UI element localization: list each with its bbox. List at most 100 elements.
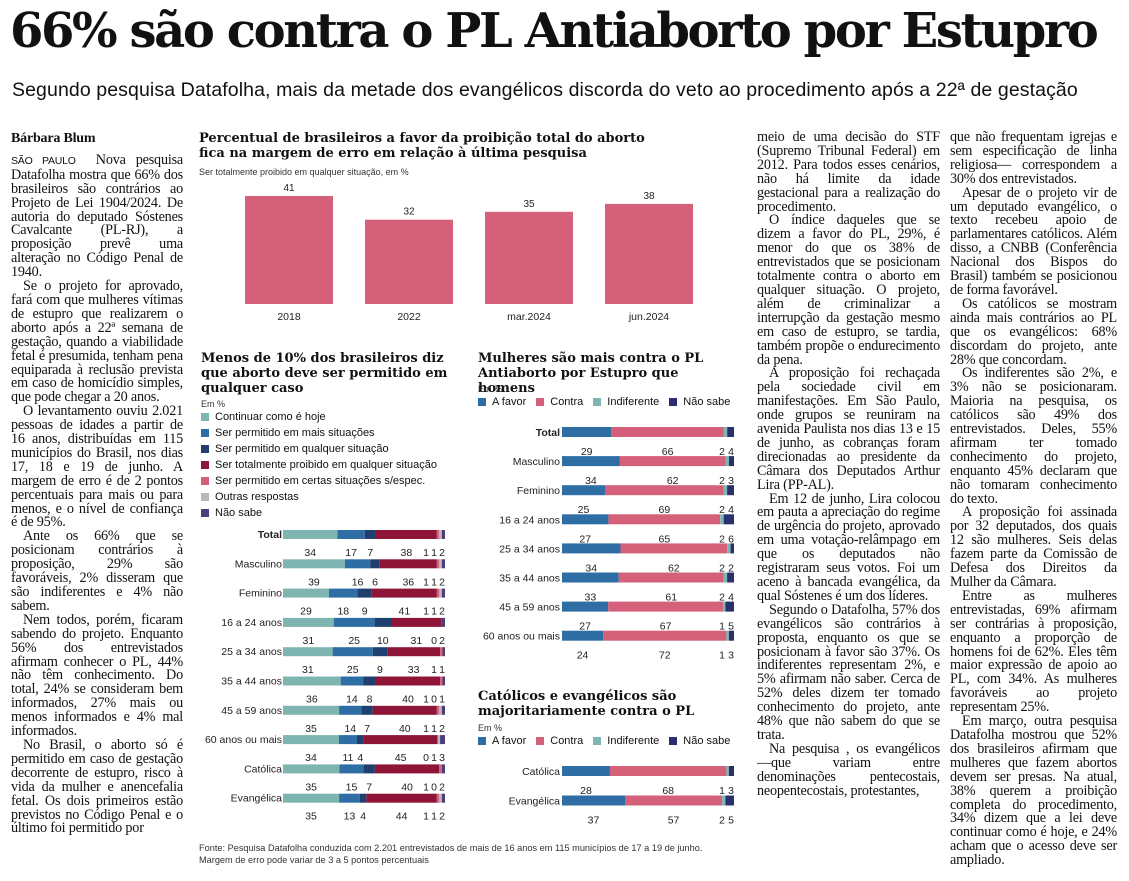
value-label: 57 (668, 815, 680, 827)
value-label: 17 (345, 547, 357, 559)
bar-segment-contra (620, 543, 728, 554)
legend-swatch (478, 398, 486, 406)
value-label: 10 (377, 635, 389, 647)
value-label: 6 (372, 576, 378, 588)
value-label: 65 (658, 533, 670, 545)
paragraph: A proposição foi assinada por 32 deputad… (950, 504, 1117, 590)
bar-segment-outras-respostas (439, 588, 442, 598)
bar-segment-ser-permitido-em-qualquer-situacao (370, 559, 380, 569)
bar-jun-2024 (605, 203, 693, 304)
value-label: 1 (439, 664, 445, 676)
legend-item-indiferente: Indiferente (593, 734, 659, 748)
row-label-16-a-24-anos: 16 a 24 anos (221, 617, 282, 629)
bar-segment-a-favor (562, 456, 620, 467)
row-label-feminino: Feminino (517, 485, 560, 497)
bar-2022 (365, 219, 453, 304)
bar-segment-ser-permitido-em-qualquer-situacao (361, 705, 373, 715)
bar-segment-ser-permitido-em-certas-situacoes-s-espec (440, 647, 443, 657)
value-label: 1 (719, 621, 725, 633)
value-label: 4 (728, 592, 734, 604)
value-label: 33 (408, 664, 420, 676)
headline: 66% são contra o PL Antiaborto por Estup… (10, 3, 1099, 59)
legend-label: Ser totalmente proibido em qualquer situ… (215, 459, 437, 471)
legend-item-continuar-como-e-hoje: Continuar como é hoje (201, 409, 437, 425)
x-tick-label: mar.2024 (507, 311, 551, 323)
value-label: 9 (362, 606, 368, 618)
row-label-total: Total (536, 427, 560, 439)
value-label: 3 (728, 785, 734, 797)
value-label: 25 (578, 504, 590, 516)
value-label: 40 (401, 781, 413, 793)
value-label: 27 (579, 533, 591, 545)
bar-segment-nao-sabe (728, 630, 734, 641)
value-label: 72 (659, 650, 671, 660)
bar-segment-contra (605, 485, 724, 496)
bar-segment-indiferente (723, 572, 728, 583)
bar-segment-indiferente (726, 766, 729, 776)
row-label-masculino: Masculino (513, 456, 560, 468)
legend-swatch (593, 398, 602, 406)
value-label: 15 (346, 781, 358, 793)
bar-segment-ser-permitido-em-qualquer-situacao (357, 735, 364, 745)
legend-item-nao-sabe: Não sabe (669, 734, 730, 748)
paragraph: que não frequentam igrejas e sem especif… (950, 129, 1117, 187)
legend-swatch (669, 398, 678, 406)
chart-title-mulheres: Mulheres são mais contra o PL Antiaborto… (478, 351, 704, 396)
bar-segment-ser-permitido-em-certas-situacoes-s-espec (439, 764, 442, 774)
value-label: 2 (719, 815, 725, 827)
bar-segment-ser-totalmente-proibido-em-qualquer-situacao (372, 705, 437, 715)
bar-segment-ser-permitido-em-mais-situacoes (338, 735, 358, 745)
value-label: 8 (367, 694, 373, 706)
bar-segment-contra (619, 456, 726, 467)
bar-segment-ser-permitido-em-mais-situacoes (339, 764, 364, 774)
value-label: 16 (352, 576, 364, 588)
legend-label: A favor (492, 396, 527, 408)
bar-segment-ser-totalmente-proibido-em-qualquer-situacao (379, 559, 437, 569)
value-label: 1 (431, 606, 437, 618)
bar-segment-ser-permitido-em-qualquer-situacao (374, 617, 391, 627)
chart-unit-religiao: Em % (478, 723, 503, 733)
value-label: 34 (304, 547, 316, 559)
legend-swatch (478, 737, 486, 745)
value-label: 67 (660, 621, 672, 633)
row-label-total: Total (258, 529, 282, 541)
value-label: 41 (399, 606, 411, 618)
value-label: 1 (423, 811, 429, 823)
legend-label: Ser permitido em qualquer situação (215, 443, 389, 455)
legend-permitido: Continuar como é hoje Ser permitido em ma… (201, 409, 437, 521)
value-label: 2 (719, 592, 725, 604)
row-label-45-a-59-anos: 45 a 59 anos (221, 705, 282, 717)
bar-segment-ser-permitido-em-mais-situacoes (340, 676, 364, 686)
row-label-60-anos-ou-mais: 60 anos ou mais (483, 631, 560, 643)
value-label: 68 (662, 785, 674, 797)
value-label: 7 (364, 723, 370, 735)
paragraph: Nova pesquisa Datafolha mostra que 66% d… (11, 151, 183, 281)
value-label: 40 (399, 723, 411, 735)
paragraph: Se o projeto for aprovado, fará com que … (11, 278, 183, 406)
value-label: 1 (439, 694, 445, 706)
value-label: 1 (423, 547, 429, 559)
byline: Bárbara Blum (11, 131, 96, 146)
bar-segment-ser-totalmente-proibido-em-qualquer-situacao (366, 793, 437, 803)
value-label: 1 (423, 694, 429, 706)
bar-segment-nao-sabe (725, 795, 734, 806)
bar-segment-continuar-como-e-hoje (283, 647, 333, 657)
bar-chart-proibicao: 41 2018 32 2022 35 mar.2024 38 jun.2024 (245, 183, 693, 323)
value-label: 0 (423, 752, 429, 764)
legend-swatch (201, 429, 209, 437)
bar-segment-nao-sabe (440, 735, 445, 745)
legend-swatch (201, 461, 209, 469)
value-label: 34 (305, 752, 317, 764)
value-label: 4 (360, 811, 366, 823)
footnote-line: Fonte: Pesquisa Datafolha conduzida com … (199, 843, 703, 853)
value-label: 62 (667, 475, 679, 487)
value-label: 1 (719, 650, 725, 660)
legend-swatch (201, 445, 209, 453)
row-label-feminino: Feminino (239, 588, 282, 600)
bar-segment-a-favor (562, 572, 619, 583)
bar-segment-continuar-como-e-hoje (283, 588, 330, 598)
bar-segment-nao-sabe (442, 676, 445, 686)
footnote: Fonte: Pesquisa Datafolha conduzida com … (199, 842, 739, 866)
